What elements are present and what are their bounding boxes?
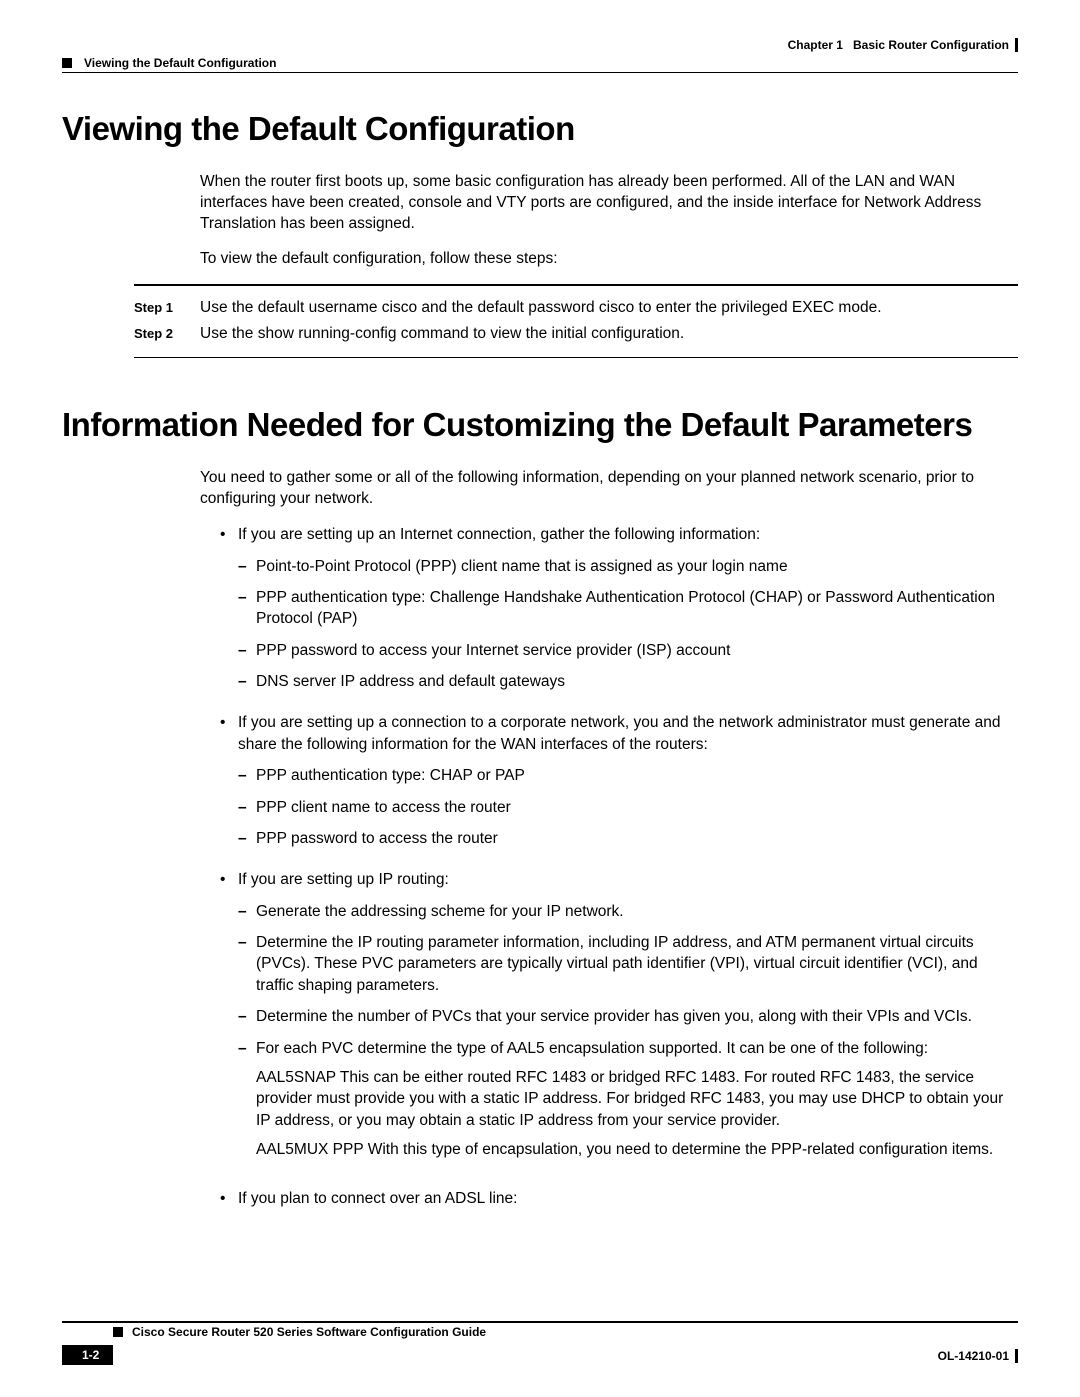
list-item: –Determine the number of PVCs that your … bbox=[238, 1006, 1018, 1027]
header-section: Viewing the Default Configuration bbox=[62, 56, 276, 70]
paragraph: AAL5MUX PPP With this type of encapsulat… bbox=[256, 1139, 1018, 1160]
square-icon bbox=[113, 1327, 123, 1337]
list-item: –PPP authentication type: Challenge Hand… bbox=[238, 587, 1018, 630]
step-text: Use the default username cisco and the d… bbox=[200, 296, 1018, 321]
paragraph: You need to gather some or all of the fo… bbox=[200, 468, 1018, 510]
steps-block: Step 1 Use the default username cisco an… bbox=[134, 284, 1018, 359]
list-item: –PPP password to access your Internet se… bbox=[238, 640, 1018, 661]
list-item: –DNS server IP address and default gatew… bbox=[238, 671, 1018, 692]
step-label: Step 1 bbox=[134, 296, 200, 321]
bullet-list: • If you are setting up an Internet conn… bbox=[220, 524, 1018, 1210]
list-item: – For each PVC determine the type of AAL… bbox=[238, 1038, 1018, 1169]
list-item: –PPP password to access the router bbox=[238, 828, 1018, 849]
header-bar-icon bbox=[1015, 38, 1018, 52]
list-item: • If you are setting up IP routing: –Gen… bbox=[220, 869, 1018, 1178]
step-label: Step 2 bbox=[134, 322, 200, 347]
square-icon bbox=[62, 58, 72, 68]
list-item: –Determine the IP routing parameter info… bbox=[238, 932, 1018, 996]
footer-bar-icon bbox=[1015, 1349, 1018, 1363]
rule bbox=[134, 284, 1018, 286]
step-row: Step 2 Use the show running-config comma… bbox=[134, 322, 1018, 347]
list-item: –PPP authentication type: CHAP or PAP bbox=[238, 765, 1018, 786]
footer-rule bbox=[62, 1321, 1018, 1323]
doc-id: OL-14210-01 bbox=[938, 1349, 1018, 1363]
list-item: –Generate the addressing scheme for your… bbox=[238, 901, 1018, 922]
step-text: Use the show running-config command to v… bbox=[200, 322, 1018, 347]
section-heading-1: Viewing the Default Configuration bbox=[62, 110, 1018, 148]
list-item: –PPP client name to access the router bbox=[238, 797, 1018, 818]
list-item: –Point-to-Point Protocol (PPP) client na… bbox=[238, 556, 1018, 577]
paragraph: When the router first boots up, some bas… bbox=[200, 172, 1018, 235]
section-heading-2: Information Needed for Customizing the D… bbox=[62, 406, 1018, 444]
header-rule bbox=[62, 72, 1018, 73]
paragraph: To view the default configuration, follo… bbox=[200, 249, 1018, 270]
footer-book-title: Cisco Secure Router 520 Series Software … bbox=[132, 1325, 486, 1339]
list-item: • If you are setting up a connection to … bbox=[220, 712, 1018, 859]
list-item: • If you are setting up an Internet conn… bbox=[220, 524, 1018, 702]
paragraph: AAL5SNAP This can be either routed RFC 1… bbox=[256, 1067, 1018, 1131]
page-number-badge: 1-2 bbox=[62, 1345, 113, 1365]
step-row: Step 1 Use the default username cisco an… bbox=[134, 296, 1018, 321]
header-chapter: Chapter 1 Basic Router Configuration bbox=[788, 38, 1018, 52]
list-item: • If you plan to connect over an ADSL li… bbox=[220, 1188, 1018, 1209]
